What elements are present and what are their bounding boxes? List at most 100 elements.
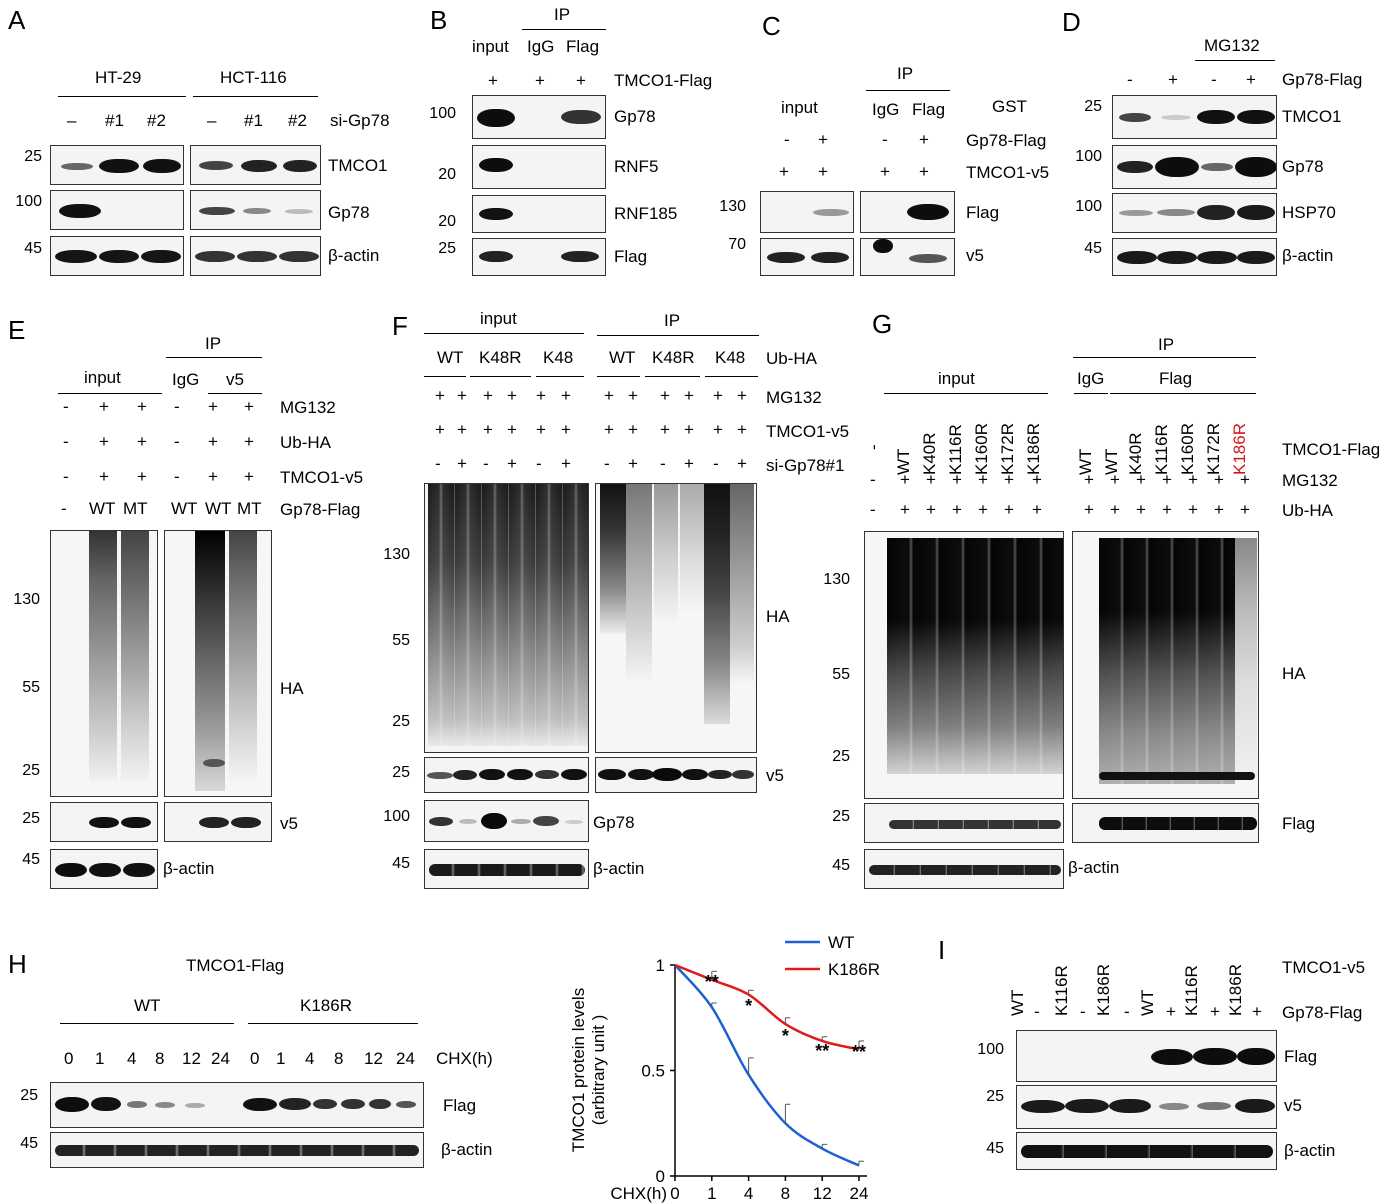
significance-marker: ** (705, 972, 719, 992)
x-tick-label: 4 (744, 1184, 753, 1203)
blot (50, 530, 158, 797)
cell-line-hct116: HCT-116 (220, 68, 287, 87)
lane-label: – (207, 111, 217, 130)
pm: - (174, 432, 180, 451)
panel-label-i: I (938, 935, 946, 965)
pm: + (952, 470, 962, 489)
pm: + (137, 432, 147, 451)
significance-marker: ** (852, 1042, 866, 1062)
pm: + (1214, 500, 1224, 519)
group-label-wt: WT (134, 996, 161, 1015)
panel-label-c: C (762, 11, 781, 41)
pm: - (1124, 1002, 1130, 1021)
pm: + (628, 454, 638, 473)
lane-label: K186R (1226, 964, 1245, 1016)
mw-marker: 25 (392, 713, 410, 730)
lane-label: K186R (1094, 964, 1113, 1016)
x-axis-label: CHX(h) (610, 1184, 667, 1203)
mw-marker: 100 (977, 1041, 1004, 1058)
ip-label: IP (664, 311, 681, 330)
mw-marker: 55 (832, 666, 850, 683)
blot (864, 531, 1064, 799)
group-line (884, 393, 1048, 394)
pm: + (457, 454, 467, 473)
pm: + (1246, 70, 1256, 89)
pm: + (244, 432, 254, 451)
mw-marker: 130 (823, 571, 850, 588)
blot (760, 191, 854, 233)
mw-marker: 25 (24, 148, 42, 165)
pm: + (1004, 500, 1014, 519)
legend-label: WT (828, 933, 854, 952)
pm: + (713, 386, 723, 405)
group-line (1195, 60, 1275, 61)
pm: - (483, 454, 489, 473)
ub-label: K48 (715, 348, 746, 367)
blot (424, 849, 589, 889)
pm: + (604, 420, 614, 439)
pm: + (737, 454, 747, 473)
mw-marker: 25 (20, 1087, 38, 1104)
blot-label: β-actin (1068, 858, 1120, 877)
blot (860, 238, 955, 276)
time-label: 24 (396, 1049, 415, 1068)
group-line (208, 393, 262, 394)
group-line (248, 1023, 418, 1024)
pm: - (63, 467, 69, 486)
blot (472, 238, 606, 276)
pm: + (713, 420, 723, 439)
blot (1112, 193, 1277, 233)
blot-label: RNF5 (614, 157, 659, 176)
blot (1072, 803, 1259, 843)
pm: - (784, 130, 790, 149)
mw-marker: 25 (1084, 98, 1102, 115)
group-line (597, 376, 640, 377)
pm: - (61, 499, 67, 518)
ub-label: WT (437, 348, 464, 367)
blot (190, 190, 321, 230)
pm: + (99, 432, 109, 451)
mw-marker: 130 (719, 198, 746, 215)
mw-marker: 45 (20, 1135, 38, 1152)
blot (50, 145, 184, 185)
pm: - (63, 432, 69, 451)
pm: + (483, 420, 493, 439)
blot-label: HA (280, 679, 304, 698)
construct-label: TMCO1-Flag (186, 956, 285, 975)
blot-label: Flag (966, 203, 1000, 222)
mw-marker: 25 (986, 1088, 1004, 1105)
pm: WT (171, 499, 198, 518)
mw-marker: 100 (383, 808, 410, 825)
lane-label: #1 (105, 111, 124, 130)
panel-label-g: G (872, 309, 893, 339)
pm: + (684, 420, 694, 439)
pm: + (208, 397, 218, 416)
pm: + (1084, 500, 1094, 519)
lane-label: WT (1138, 989, 1157, 1016)
blot (50, 849, 158, 889)
pm: + (1214, 470, 1224, 489)
pm: + (1240, 500, 1250, 519)
blot-label: Gp78 (593, 813, 635, 832)
row-label: MG132 (1282, 471, 1338, 490)
series-line-wt (674, 964, 860, 1167)
pm: + (1110, 470, 1120, 489)
blot-label: v5 (966, 246, 984, 265)
row-label: TMCO1-v5 (1282, 958, 1366, 977)
pm: + (1252, 1002, 1262, 1021)
blot (864, 803, 1064, 843)
row-label: si-Gp78 (330, 111, 390, 130)
blot (1016, 1132, 1277, 1170)
mw-marker: 45 (986, 1140, 1004, 1157)
blot (50, 1082, 424, 1128)
mw-marker: 25 (22, 810, 40, 827)
panel-label-e: E (8, 315, 26, 345)
input-label: input (938, 369, 975, 388)
pm: + (208, 432, 218, 451)
y-tick-label: 0 (656, 1167, 665, 1186)
blot-label: HA (766, 607, 790, 626)
time-label: 12 (182, 1049, 201, 1068)
pm: + (536, 386, 546, 405)
time-label: 1 (276, 1049, 286, 1068)
